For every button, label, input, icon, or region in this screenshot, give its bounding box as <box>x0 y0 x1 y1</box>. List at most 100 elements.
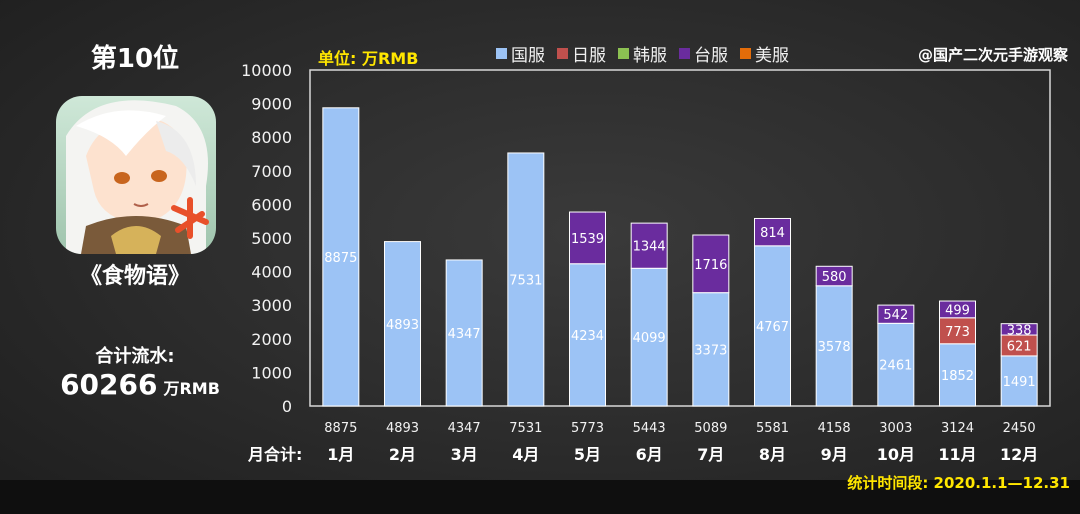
data-label: 1344 <box>633 240 666 255</box>
data-label: 542 <box>883 308 908 323</box>
legend-swatch <box>679 47 690 59</box>
legend-label: 台服 <box>694 45 728 66</box>
x-tick-label: 10月 <box>877 445 915 464</box>
game-name: 《食物语》 <box>79 264 190 289</box>
data-label: 4234 <box>571 329 604 344</box>
bar-segment <box>630 267 668 407</box>
x-tick-label: 11月 <box>938 445 976 464</box>
bar-segment <box>507 152 545 407</box>
month-total-value: 4347 <box>448 421 481 436</box>
total-revenue: 60266 万RMB <box>40 368 240 401</box>
x-tick-label: 3月 <box>451 445 478 464</box>
bottom-strip <box>0 480 1080 514</box>
legend-label: 韩服 <box>633 45 667 66</box>
legend-label: 美服 <box>755 45 789 66</box>
total-revenue-unit: 万RMB <box>163 379 220 398</box>
rank-title: 第10位 <box>90 44 180 74</box>
legend-item: 美服 <box>740 41 789 66</box>
bar-segment <box>384 241 421 407</box>
data-label: 499 <box>945 303 970 318</box>
data-label: 621 <box>1007 339 1032 354</box>
y-tick-label: 0 <box>282 397 292 416</box>
month-total-value: 5089 <box>694 421 727 436</box>
legend-item: 台服 <box>679 41 728 66</box>
legend-swatch <box>557 47 568 59</box>
bar-segment <box>815 285 853 407</box>
legend-swatch <box>618 47 629 59</box>
bar-segment <box>754 245 791 407</box>
y-tick-label: 4000 <box>251 263 292 282</box>
data-label: 4347 <box>448 327 481 342</box>
legend-item: 国服 <box>496 41 545 66</box>
chart-legend: 国服 日服 韩服 台服 美服 <box>496 41 801 66</box>
x-tick-label: 5月 <box>574 445 601 464</box>
bar-segment <box>939 300 976 319</box>
data-label: 4099 <box>633 331 666 346</box>
legend-label: 日服 <box>572 45 606 66</box>
bar-segment <box>445 259 483 407</box>
legend-item: 韩服 <box>618 41 667 66</box>
month-total-label: 月合计: <box>247 445 302 464</box>
month-total-value: 5581 <box>756 421 789 436</box>
legend-swatch <box>496 47 507 59</box>
y-tick-label: 2000 <box>251 330 292 349</box>
month-total-value: 5443 <box>633 421 666 436</box>
total-revenue-value: 60266 <box>60 368 158 401</box>
plot-frame <box>309 69 1051 407</box>
x-tick-label: 7月 <box>697 445 724 464</box>
y-tick-label: 1000 <box>251 363 292 382</box>
watermark: @国产二次元手游观察 <box>917 46 1068 64</box>
y-tick-label: 8000 <box>251 128 292 147</box>
legend-item: 日服 <box>557 41 606 66</box>
bar-segment <box>877 304 915 324</box>
data-label: 1539 <box>571 232 604 247</box>
month-total-value: 3003 <box>879 421 912 436</box>
y-tick-label: 9000 <box>251 95 292 114</box>
data-label: 1852 <box>941 369 974 384</box>
data-label: 4893 <box>386 318 419 333</box>
bar-segment <box>569 211 606 265</box>
unit-label: 单位: 万RMB <box>318 49 419 68</box>
bar-segment <box>692 292 730 407</box>
period-label: 统计时间段: 2020.1.1—12.31 <box>847 474 1070 492</box>
legend-swatch <box>740 47 751 59</box>
y-tick-label: 10000 <box>241 61 292 80</box>
total-revenue-label: 合计流水: <box>95 346 175 367</box>
game-app-icon <box>56 96 216 254</box>
month-total-value: 3124 <box>941 421 974 436</box>
x-tick-label: 8月 <box>759 445 786 464</box>
y-tick-label: 6000 <box>251 195 292 214</box>
x-tick-label: 2月 <box>389 445 416 464</box>
month-total-value: 7531 <box>509 421 542 436</box>
bar-segment <box>939 317 976 345</box>
x-tick-label: 6月 <box>636 445 663 464</box>
x-tick-label: 1月 <box>327 445 354 464</box>
x-tick-label: 12月 <box>1000 445 1038 464</box>
bar-segment <box>692 234 730 294</box>
data-label: 2461 <box>879 359 912 374</box>
month-total-value: 8875 <box>324 421 357 436</box>
bar-segment <box>754 217 791 247</box>
bar-segment <box>1000 323 1038 336</box>
y-tick-label: 3000 <box>251 296 292 315</box>
month-total-value: 4893 <box>386 421 419 436</box>
legend-label: 国服 <box>511 45 545 66</box>
data-label: 3578 <box>818 340 851 355</box>
data-label: 773 <box>945 325 970 340</box>
y-tick-label: 5000 <box>251 229 292 248</box>
bar-segment <box>630 222 668 269</box>
data-label: 7531 <box>509 273 542 288</box>
x-tick-label: 4月 <box>512 445 539 464</box>
x-tick-label: 9月 <box>821 445 848 464</box>
data-label: 1716 <box>694 258 727 273</box>
bar-segment <box>877 322 915 407</box>
data-label: 4767 <box>756 320 789 335</box>
bar-segment <box>939 343 976 407</box>
month-total-value: 5773 <box>571 421 604 436</box>
data-label: 1491 <box>1003 375 1036 390</box>
bar-segment <box>322 107 360 407</box>
bar-segment <box>569 263 606 407</box>
data-label: 580 <box>822 270 847 285</box>
data-label: 338 <box>1007 323 1032 338</box>
